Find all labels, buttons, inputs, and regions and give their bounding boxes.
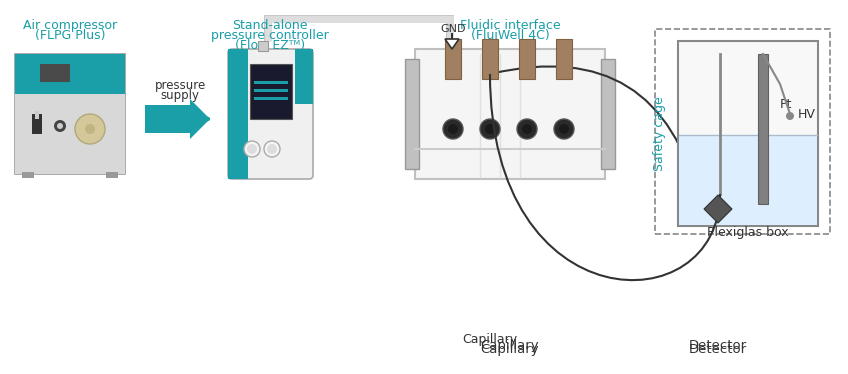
Text: pressure: pressure (154, 79, 205, 92)
Bar (482, 39, 498, 79)
FancyBboxPatch shape (228, 49, 313, 179)
Text: Stand-alone: Stand-alone (232, 19, 308, 32)
Bar (451, 33, 453, 39)
Bar (258, 41, 268, 51)
Text: Capillary: Capillary (462, 333, 517, 346)
Circle shape (448, 124, 458, 134)
Text: Detector: Detector (689, 339, 747, 352)
Circle shape (522, 124, 532, 134)
Text: supply: supply (160, 89, 199, 102)
Bar (655, 29, 830, 234)
Text: (FluiWell 4C): (FluiWell 4C) (471, 29, 550, 42)
Bar (415, 49, 605, 179)
Bar (35, 111, 39, 119)
Bar (32, 114, 42, 134)
Circle shape (75, 114, 105, 144)
Bar (106, 172, 118, 178)
Text: Plexiglas box: Plexiglas box (707, 226, 789, 239)
Circle shape (85, 124, 95, 134)
Circle shape (54, 120, 66, 132)
Text: (Flow EZᵀᴹ): (Flow EZᵀᴹ) (235, 39, 305, 52)
Circle shape (517, 119, 537, 139)
Bar (254, 89, 288, 92)
Bar (679, 135, 817, 225)
FancyArrow shape (145, 99, 210, 139)
Text: GND: GND (440, 24, 466, 34)
Bar (40, 64, 70, 82)
Text: (FLPG Plus): (FLPG Plus) (35, 29, 105, 42)
Circle shape (480, 119, 500, 139)
Bar (519, 39, 535, 79)
Text: Safety cage: Safety cage (654, 96, 667, 171)
Text: Fluidic interface: Fluidic interface (460, 19, 561, 32)
Polygon shape (445, 39, 459, 49)
Bar (295, 49, 313, 104)
Bar (254, 81, 288, 84)
Bar (556, 39, 572, 79)
Text: Air compressor: Air compressor (23, 19, 117, 32)
Bar (15, 54, 125, 94)
Polygon shape (704, 195, 732, 223)
Circle shape (267, 144, 277, 154)
Text: pressure controller: pressure controller (211, 29, 329, 42)
Text: HV: HV (798, 107, 816, 120)
Text: Pt: Pt (780, 98, 792, 110)
Circle shape (57, 123, 63, 129)
Bar (250, 64, 292, 119)
Circle shape (264, 141, 280, 157)
Bar (445, 39, 461, 79)
Circle shape (786, 112, 794, 120)
Bar (405, 59, 419, 169)
Circle shape (485, 124, 495, 134)
Bar (601, 59, 615, 169)
Circle shape (443, 119, 463, 139)
Bar (228, 49, 248, 179)
Bar (15, 94, 125, 174)
Circle shape (554, 119, 574, 139)
Bar (758, 54, 768, 204)
Bar (254, 97, 288, 100)
Bar (15, 54, 125, 174)
Circle shape (559, 124, 569, 134)
Bar (22, 172, 34, 178)
Text: Capillary: Capillary (481, 343, 539, 356)
Text: Detector: Detector (689, 343, 747, 356)
Text: Capillary: Capillary (481, 339, 539, 352)
Bar (678, 41, 818, 226)
Circle shape (244, 141, 260, 157)
Circle shape (247, 144, 257, 154)
